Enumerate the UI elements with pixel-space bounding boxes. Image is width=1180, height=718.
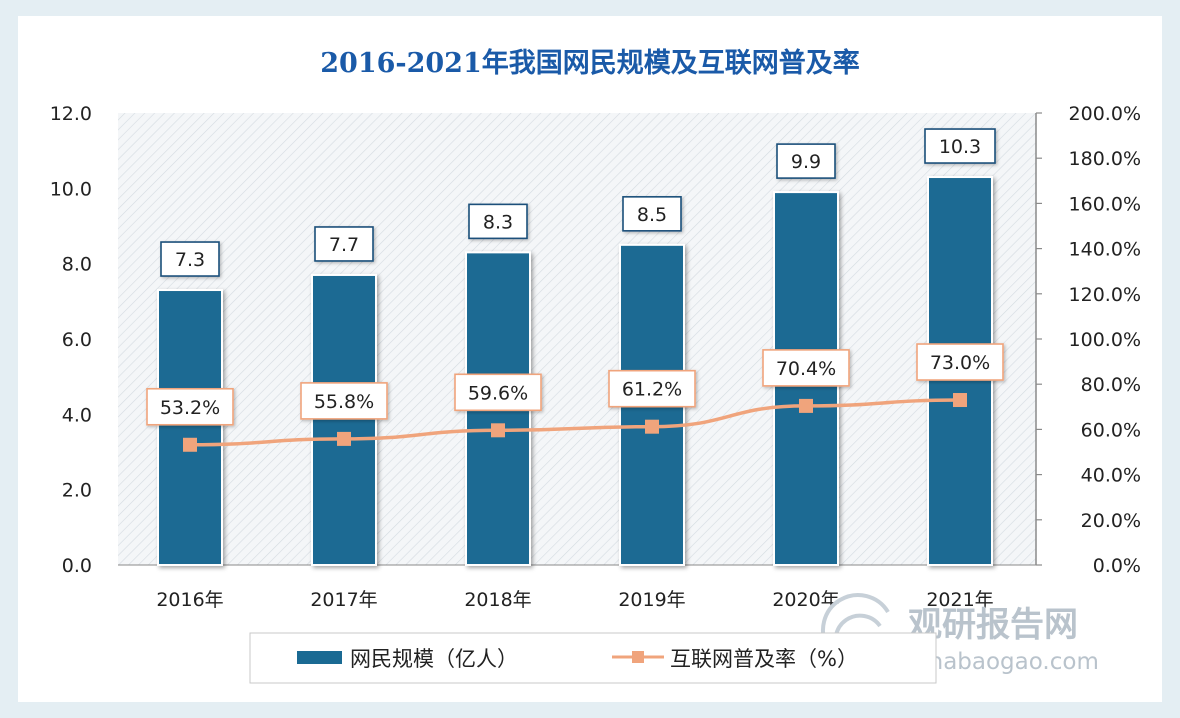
line-label-box: [762, 349, 850, 387]
legend-line-marker: [632, 651, 644, 663]
right-tick-label: 200.0%: [1069, 103, 1141, 125]
x-axis-categories: 2016年 2017年 2018年 2019年 2020年 2021年: [156, 589, 993, 611]
line-data-label: 70.4%: [776, 358, 836, 380]
line-data-label: 73.0%: [930, 352, 990, 374]
right-tick-label: 120.0%: [1069, 284, 1141, 306]
bar-label-box: [314, 226, 374, 262]
right-tick-label: 0.0%: [1093, 555, 1141, 577]
line-data-label: 61.2%: [622, 379, 682, 401]
line-data-label: 53.2%: [160, 397, 220, 419]
right-tick-label: 100.0%: [1069, 329, 1141, 351]
line-label-box: [608, 369, 696, 408]
x-category-label: 2016年: [156, 589, 223, 611]
line-data-labels: 53.2% 55.8% 59.6% 61.2% 70.4% 73.0%: [146, 343, 1004, 426]
right-tick-label: 80.0%: [1081, 374, 1141, 396]
right-tick-label: 40.0%: [1081, 465, 1141, 487]
legend-bar-label: 网民规模（亿人）: [350, 647, 518, 671]
bar-label-box: [924, 128, 996, 164]
right-tick-label: 180.0%: [1069, 148, 1141, 170]
plot-area-background: [118, 113, 1036, 565]
bar: [311, 273, 377, 566]
bar-data-labels: 7.3 7.7 8.3 8.5 9.9 10.3: [160, 128, 996, 277]
line-point: [337, 431, 351, 446]
x-category-label: 2020年: [772, 589, 839, 611]
left-axis-ticks: 0.0 2.0 4.0 6.0 8.0 10.0 12.0: [50, 103, 92, 577]
line-point: [491, 423, 505, 438]
left-tick-label: 4.0: [62, 404, 92, 426]
bar-label-box: [468, 203, 528, 240]
right-tick-label: 20.0%: [1081, 510, 1141, 532]
bar-data-label: 10.3: [939, 136, 981, 158]
bar: [157, 289, 223, 566]
line-label-box: [300, 382, 388, 420]
right-tick-label: 60.0%: [1081, 419, 1141, 441]
line-point: [799, 398, 813, 413]
bar-data-label: 8.5: [637, 204, 667, 226]
left-tick-label: 10.0: [50, 178, 92, 200]
legend: 网民规模（亿人） 互联网普及率（%）: [249, 632, 937, 684]
legend-bar-swatch: [297, 651, 342, 664]
x-category-label: 2017年: [310, 589, 377, 611]
line-point: [953, 393, 967, 408]
bar-data-label: 7.7: [329, 234, 359, 256]
line-label-box: [146, 387, 234, 426]
bar-data-label: 8.3: [483, 211, 513, 233]
bar-data-label: 7.3: [175, 249, 205, 271]
line-path: [189, 398, 961, 447]
bar-label-box: [776, 143, 836, 179]
left-tick-label: 8.0: [62, 254, 92, 276]
left-tick-label: 2.0: [62, 480, 92, 502]
x-category-label: 2019年: [618, 589, 685, 611]
bar-label-box: [160, 241, 220, 277]
left-tick-label: 12.0: [50, 103, 92, 125]
x-category-label: 2021年: [926, 589, 993, 611]
line-label-box: [916, 343, 1004, 381]
line-label-box: [454, 373, 542, 412]
legend-box: [249, 632, 937, 684]
legend-line-label: 互联网普及率（%）: [670, 647, 858, 671]
left-tick-label: 6.0: [62, 329, 92, 351]
right-tick-label: 160.0%: [1069, 193, 1141, 215]
chart-title: 2016-2021年我国网民规模及互联网普及率: [320, 47, 860, 79]
x-category-label: 2018年: [464, 589, 531, 611]
line-data-label: 59.6%: [468, 382, 528, 404]
line-data-label: 55.8%: [314, 391, 374, 413]
line-series: [183, 393, 967, 452]
right-tick-label: 140.0%: [1069, 239, 1141, 261]
line-point: [183, 437, 197, 452]
bar-data-label: 9.9: [791, 151, 821, 173]
left-tick-label: 0.0: [62, 555, 92, 577]
line-point: [645, 419, 659, 434]
right-axis-ticks: 0.0% 20.0% 40.0% 60.0% 80.0% 100.0% 120.0% 140.…: [1036, 103, 1141, 577]
bar-label-box: [622, 196, 682, 232]
